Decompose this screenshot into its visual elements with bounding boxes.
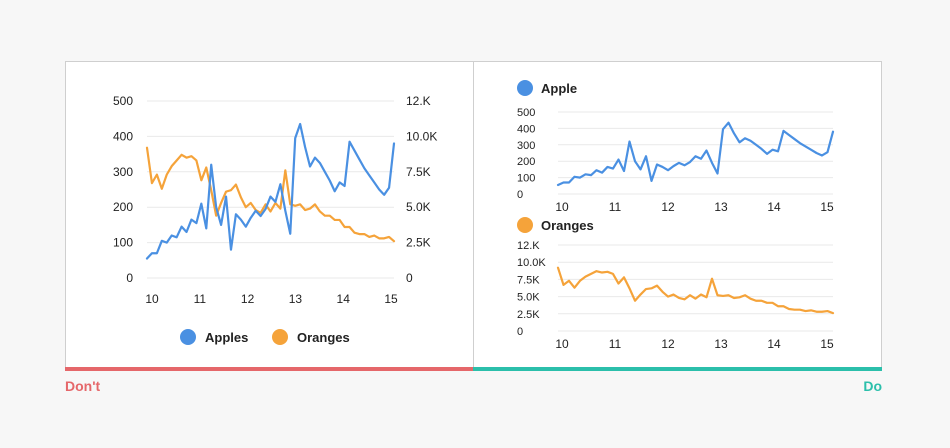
y-tick-label: 10.0K bbox=[517, 257, 546, 269]
title-swatch bbox=[517, 217, 533, 233]
y-tick-label-right: 5.0K bbox=[406, 200, 431, 214]
y-tick-label-left: 0 bbox=[126, 271, 133, 285]
y-tick-label-left: 100 bbox=[113, 236, 133, 250]
legend-label-apples: Apples bbox=[205, 330, 248, 345]
oranges-line bbox=[556, 266, 835, 315]
y-tick-label: 12.K bbox=[517, 240, 540, 252]
y-tick-label-right: 2.5K bbox=[406, 236, 431, 250]
y-tick-label-left: 500 bbox=[113, 94, 133, 108]
x-tick-label: 11 bbox=[194, 292, 207, 306]
y-tick-label-left: 200 bbox=[113, 200, 133, 214]
y-tick-label: 2.5K bbox=[517, 309, 540, 321]
x-tick-label: 11 bbox=[609, 200, 622, 214]
legend-swatch-apples bbox=[180, 329, 196, 345]
dont-indicator-bar bbox=[65, 367, 473, 371]
x-tick-label: 12 bbox=[661, 337, 675, 351]
y-tick-label: 0 bbox=[517, 326, 523, 338]
y-tick-label-right: 0 bbox=[406, 271, 413, 285]
oranges-line bbox=[145, 146, 396, 243]
y-tick-label: 200 bbox=[517, 156, 535, 168]
y-tick-label-left: 400 bbox=[113, 129, 133, 143]
title-swatch bbox=[517, 80, 533, 96]
y-tick-label: 400 bbox=[517, 123, 535, 135]
x-tick-label: 12 bbox=[661, 200, 675, 214]
x-tick-label: 14 bbox=[337, 292, 351, 306]
x-tick-label: 10 bbox=[145, 292, 159, 306]
x-tick-label: 15 bbox=[384, 292, 398, 306]
x-tick-label: 10 bbox=[555, 337, 569, 351]
y-tick-label: 500 bbox=[517, 107, 535, 119]
dont-caption: Don't bbox=[65, 378, 101, 394]
x-tick-label: 13 bbox=[714, 337, 728, 351]
y-tick-label-right: 7.5K bbox=[406, 165, 431, 179]
panel-divider bbox=[473, 61, 474, 369]
apple-line bbox=[556, 121, 835, 187]
y-tick-label-left: 300 bbox=[113, 165, 133, 179]
do-indicator-bar bbox=[473, 367, 882, 371]
apples-line bbox=[145, 122, 396, 260]
y-tick-label: 300 bbox=[517, 140, 535, 152]
x-tick-label: 13 bbox=[289, 292, 303, 306]
x-tick-label: 15 bbox=[820, 200, 834, 214]
x-tick-label: 15 bbox=[820, 337, 834, 351]
y-tick-label: 100 bbox=[517, 173, 535, 185]
legend-label-oranges: Oranges bbox=[297, 330, 350, 345]
do-caption: Do bbox=[863, 378, 882, 394]
x-tick-label: 14 bbox=[767, 200, 781, 214]
y-tick-label: 5.0K bbox=[517, 292, 540, 304]
x-tick-label: 11 bbox=[609, 337, 622, 351]
x-tick-label: 12 bbox=[241, 292, 255, 306]
y-tick-label-right: 10.0K bbox=[406, 129, 437, 143]
x-tick-label: 14 bbox=[767, 337, 781, 351]
y-tick-label: 0 bbox=[517, 189, 523, 201]
y-tick-label-right: 12.K bbox=[406, 94, 431, 108]
chart-title: Oranges bbox=[541, 218, 594, 233]
y-tick-label: 7.5K bbox=[517, 274, 540, 286]
chart-title: Apple bbox=[541, 81, 577, 96]
x-tick-label: 13 bbox=[714, 200, 728, 214]
x-tick-label: 10 bbox=[555, 200, 569, 214]
legend-swatch-oranges bbox=[272, 329, 288, 345]
